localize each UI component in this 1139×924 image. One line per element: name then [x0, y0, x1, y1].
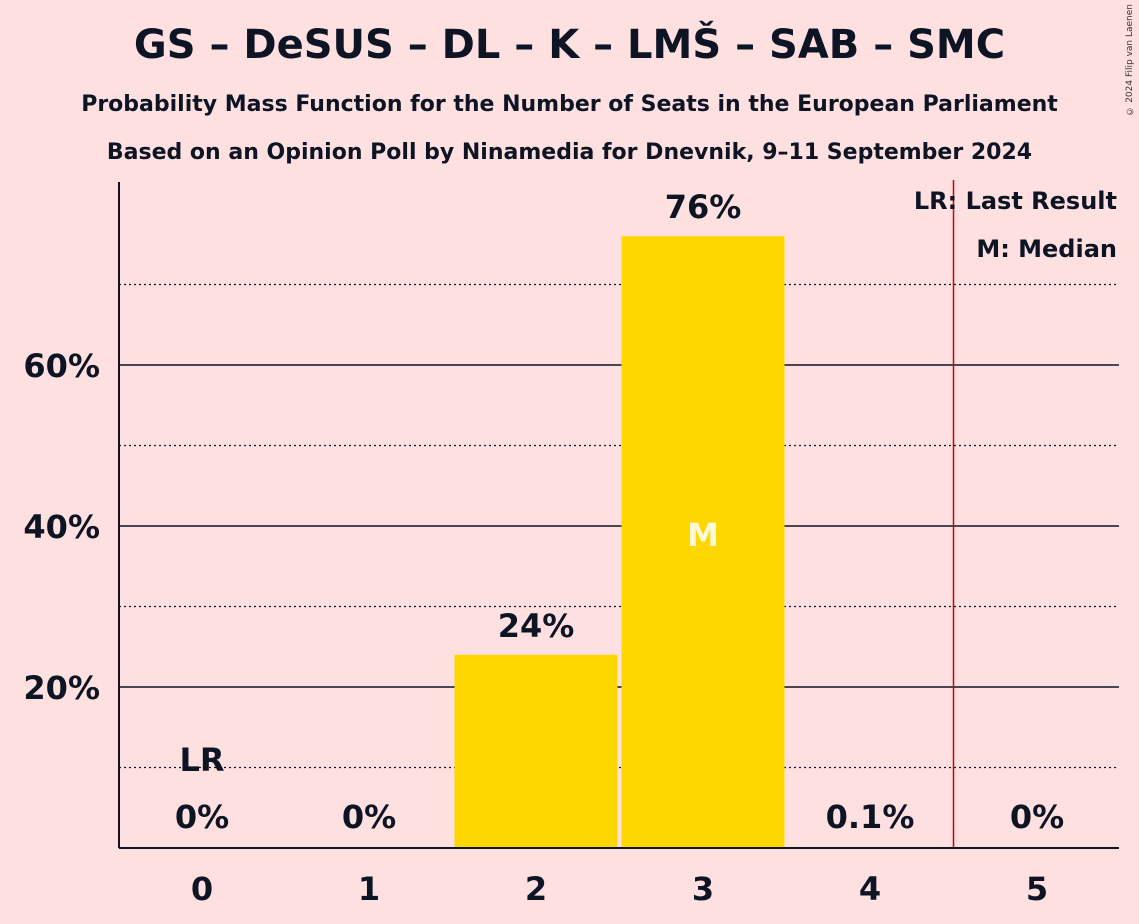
bars — [454, 236, 952, 848]
last-result-marker: LR — [179, 741, 224, 779]
x-tick-label: 0 — [191, 870, 213, 908]
legend: LR: Last Result M: Median — [914, 187, 1117, 263]
data-label-0: 0% — [175, 798, 229, 836]
data-label-4: 0.1% — [826, 798, 915, 836]
y-tick-label: 60% — [23, 347, 100, 385]
x-tick-label: 2 — [525, 870, 547, 908]
legend-last-result: LR: Last Result — [914, 187, 1117, 215]
x-tick-label: 1 — [358, 870, 380, 908]
data-label-1: 0% — [342, 798, 396, 836]
bar-2 — [454, 654, 618, 848]
legend-median: M: Median — [976, 235, 1117, 263]
x-tick-label: 3 — [692, 870, 714, 908]
x-tick-label: 4 — [859, 870, 881, 908]
y-tick-label: 40% — [23, 508, 100, 546]
axes: 20% 40% 60% 0 1 2 3 4 5 — [23, 180, 1119, 908]
x-tick-label: 5 — [1026, 870, 1048, 908]
data-label-3: 76% — [665, 188, 742, 226]
bar-3 — [621, 236, 785, 848]
gridlines — [119, 283, 1119, 769]
data-label-2: 24% — [498, 607, 575, 645]
data-label-5: 0% — [1010, 798, 1064, 836]
chart-title: GS – DeSUS – DL – K – LMŠ – SAB – SMC — [133, 22, 1006, 68]
y-tick-label: 20% — [23, 669, 100, 707]
chart-subtitle: Probability Mass Function for the Number… — [81, 92, 1058, 117]
data-labels: 0% LR 0% 24% 76% M 0.1% 0% — [175, 188, 1064, 836]
chart-source: Based on an Opinion Poll by Ninamedia fo… — [106, 140, 1033, 165]
median-marker: M — [687, 516, 719, 554]
